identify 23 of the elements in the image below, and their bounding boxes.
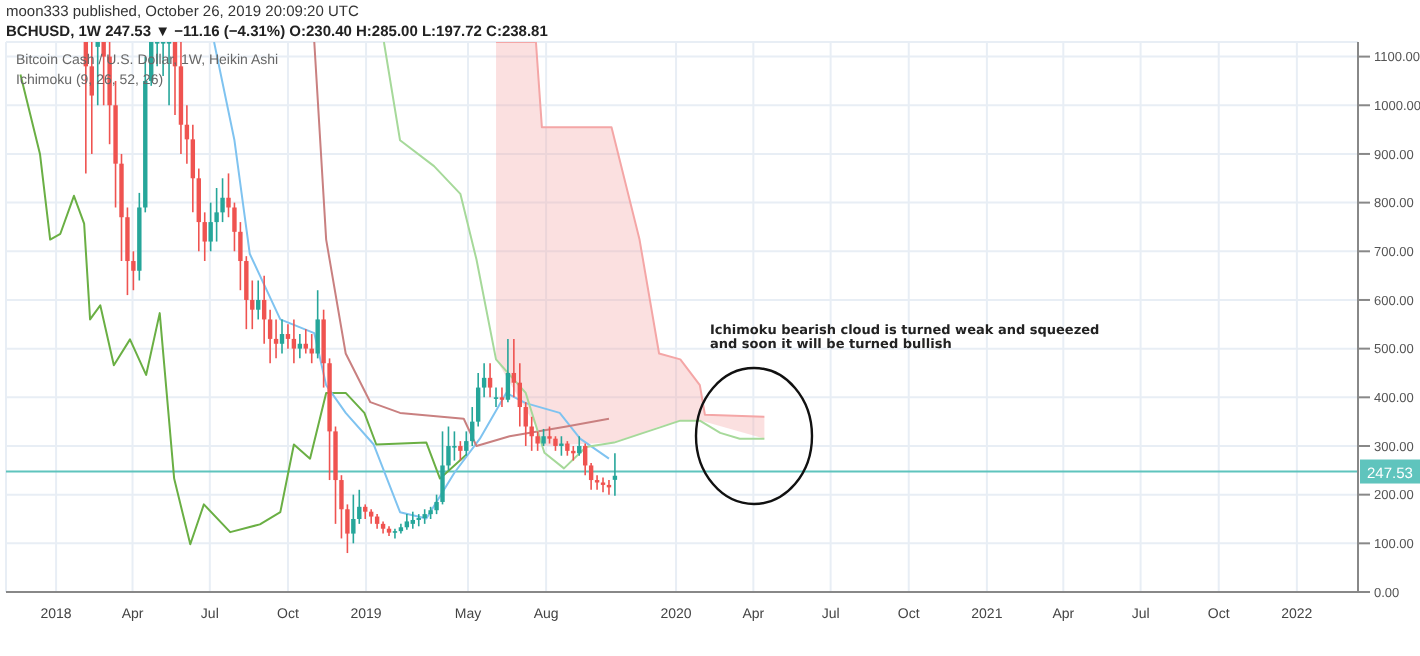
candlestick [279, 318, 285, 355]
candlestick [440, 430, 445, 506]
candlestick [493, 386, 499, 408]
candlestick [487, 362, 493, 399]
candlestick [95, 42, 100, 107]
line-series [213, 42, 610, 520]
candlestick [499, 386, 505, 408]
candlestick [351, 493, 356, 545]
candlestick [600, 476, 606, 494]
candlestick [291, 318, 297, 365]
candlestick [505, 338, 511, 403]
candlestick [452, 430, 457, 462]
candlestick [315, 289, 320, 360]
candlestick [559, 435, 564, 457]
line-series [313, 42, 610, 447]
candlestick [297, 333, 303, 360]
candlestick [458, 440, 463, 462]
candlestick [303, 328, 308, 355]
candlestick [309, 333, 314, 365]
candlestick [256, 279, 261, 321]
candlestick [273, 318, 279, 360]
candlestick [410, 510, 415, 530]
line-series [19, 73, 468, 546]
